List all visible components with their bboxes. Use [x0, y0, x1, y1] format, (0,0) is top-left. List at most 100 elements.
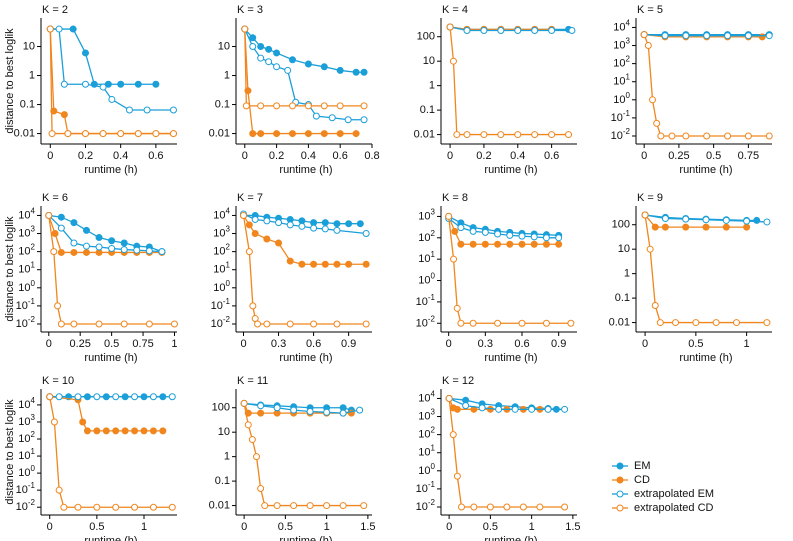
y-tick-base: 10 [213, 246, 225, 258]
point [555, 240, 563, 248]
point [152, 80, 160, 88]
y-tick-base: 10 [18, 264, 30, 276]
y-tick-exponent: 3 [31, 413, 36, 422]
point [93, 393, 101, 401]
point [724, 132, 732, 140]
point [108, 95, 116, 103]
y-tick-label: 0.01 [609, 316, 630, 328]
y-tick-base: 10 [18, 246, 30, 258]
point [45, 211, 53, 219]
x-axis-label: runtime (h) [484, 352, 537, 364]
x-tick-label: 1 [141, 521, 147, 533]
y-tick-label: 10-1 [16, 297, 36, 312]
panel-title: K = 11 [237, 375, 268, 387]
point [95, 320, 103, 328]
point [55, 393, 63, 401]
y-tick-base: 10 [16, 318, 28, 330]
point [321, 260, 329, 268]
point [668, 132, 676, 140]
x-tick-label: 0.6 [148, 150, 163, 162]
y-tick-base: 10 [613, 39, 625, 51]
x-tick-label: 0.4 [113, 150, 128, 162]
y-tick-label: 104 [418, 390, 435, 405]
point [120, 246, 128, 254]
point [54, 302, 62, 310]
point [345, 260, 353, 268]
point [544, 405, 552, 413]
point [360, 116, 368, 124]
point [542, 319, 550, 327]
point [304, 130, 312, 138]
y-tick-base: 10 [416, 483, 428, 495]
point [257, 409, 265, 417]
point [169, 106, 177, 114]
y-tick-base: 10 [18, 450, 30, 462]
y-tick-base: 10 [16, 300, 28, 312]
series-line [449, 26, 569, 136]
x-tick-label: 0.6 [544, 150, 559, 162]
legend-marker [616, 462, 624, 470]
point [131, 427, 139, 435]
point [453, 405, 461, 413]
point [99, 130, 107, 138]
point [245, 248, 253, 256]
panel: K = 2 0.01 0.1 1 10 0 0.2 0.4 0.6 runtime (h) dist… [4, 4, 177, 176]
y-tick-exponent: 2 [226, 243, 231, 252]
y-axis-label: distance to best loglik [4, 216, 16, 322]
point [60, 111, 68, 119]
point [257, 43, 265, 51]
point [310, 320, 318, 328]
point [149, 427, 157, 435]
point [93, 503, 101, 511]
point [288, 130, 296, 138]
panel-title: K = 3 [237, 4, 263, 16]
x-tick-label: 0.2 [476, 150, 491, 162]
y-tick-label: 10-2 [211, 315, 231, 330]
point [323, 408, 331, 416]
y-tick-label: 0.01 [209, 127, 230, 139]
y-tick-label: 1 [29, 69, 35, 81]
y-tick-label: 101 [213, 261, 230, 276]
y-tick-exponent: 4 [626, 19, 631, 28]
point [83, 427, 91, 435]
y-tick-base: 10 [613, 21, 625, 33]
y-tick-label: 103 [213, 225, 230, 240]
y-tick-label: 103 [18, 225, 35, 240]
x-tick-label: 0.6 [514, 338, 529, 350]
point [732, 319, 740, 327]
point [765, 132, 773, 140]
x-tick-label: 0 [46, 338, 52, 350]
y-tick-exponent: 1 [226, 261, 231, 270]
series-line [244, 28, 365, 73]
point [356, 406, 364, 414]
y-tick-label: 10 [618, 243, 630, 255]
point [446, 23, 454, 31]
x-tick-label: 0.5 [104, 338, 119, 350]
point [657, 132, 665, 140]
y-tick-label: 1 [224, 69, 230, 81]
y-tick-label: 10-2 [416, 498, 436, 513]
point [306, 502, 314, 510]
y-tick-base: 10 [16, 484, 28, 496]
y-tick-base: 10 [16, 501, 28, 513]
point [651, 301, 659, 309]
point [257, 130, 265, 138]
point [64, 130, 72, 138]
point [518, 232, 526, 240]
point [469, 227, 477, 235]
point [743, 217, 751, 225]
point [518, 240, 526, 248]
y-tick-label: 0.1 [215, 98, 230, 110]
point [288, 102, 296, 110]
y-tick-label: 10-2 [416, 314, 436, 329]
y-tick-base: 10 [416, 501, 428, 513]
legend-label: CD [634, 474, 650, 486]
y-tick-exponent: -2 [428, 314, 436, 323]
y-tick-label: 104 [613, 19, 630, 34]
x-tick-label: 0 [641, 150, 647, 162]
y-tick-label: 104 [18, 396, 35, 411]
point [74, 503, 82, 511]
point [651, 223, 659, 231]
x-axis-label: runtime (h) [279, 535, 332, 541]
